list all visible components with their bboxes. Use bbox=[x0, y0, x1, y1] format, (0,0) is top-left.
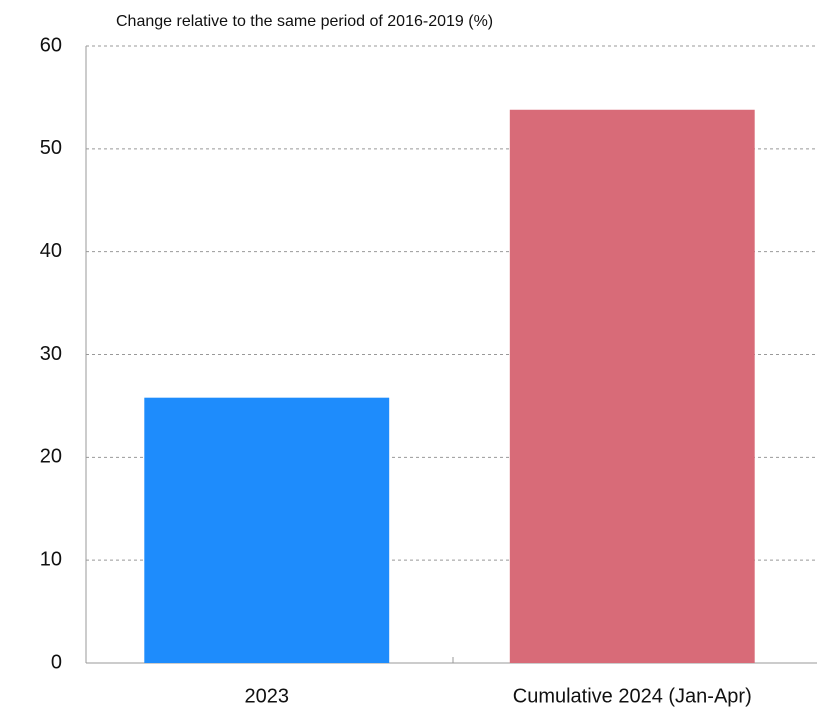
x-tick-label: Cumulative 2024 (Jan-Apr) bbox=[513, 685, 752, 707]
y-tick-label: 40 bbox=[40, 240, 62, 262]
y-tick-label: 10 bbox=[40, 548, 62, 570]
y-tick-label: 0 bbox=[51, 651, 62, 673]
y-tick-label: 20 bbox=[40, 446, 62, 468]
y-tick-label: 60 bbox=[40, 34, 62, 56]
bar bbox=[509, 109, 755, 664]
bar bbox=[144, 397, 390, 663]
chart-title: Change relative to the same period of 20… bbox=[116, 13, 493, 30]
y-tick-label: 50 bbox=[40, 137, 62, 159]
x-tick-label: 2023 bbox=[245, 685, 290, 707]
y-tick-label: 30 bbox=[40, 343, 62, 365]
